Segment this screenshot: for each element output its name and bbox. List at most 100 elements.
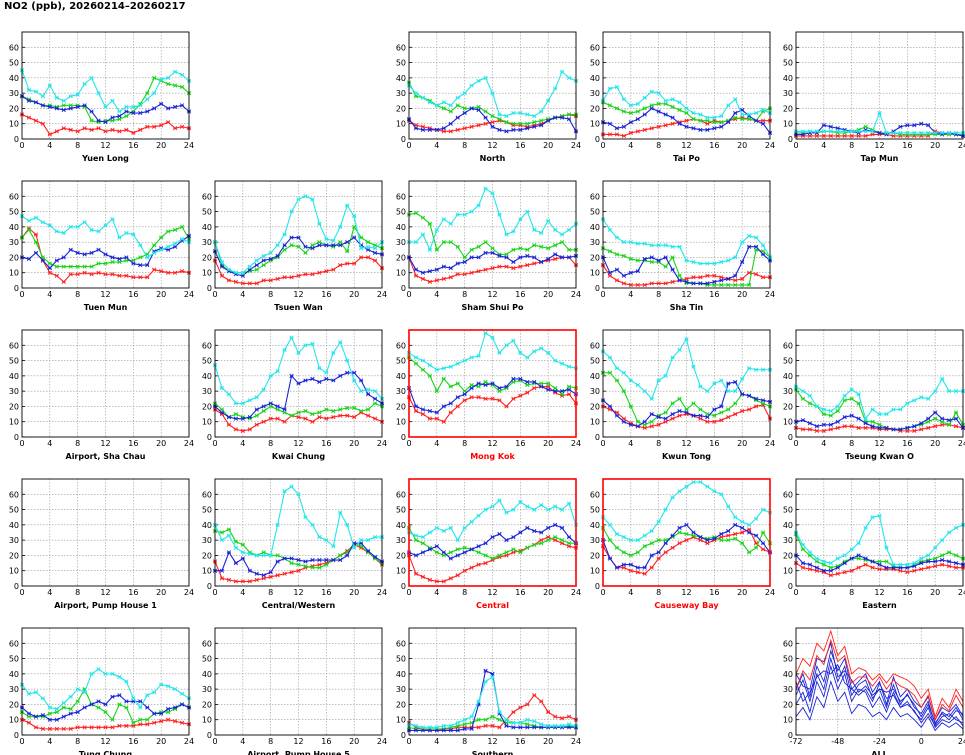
data-point — [863, 416, 868, 421]
data-point — [635, 419, 640, 424]
data-point — [946, 530, 952, 535]
data-point — [40, 713, 45, 718]
data-point — [483, 121, 488, 126]
data-point — [525, 382, 530, 388]
y-tick-label: 30 — [202, 536, 212, 545]
x-tick-label: 12 — [487, 588, 497, 597]
y-tick-label: 40 — [590, 372, 600, 381]
y-tick-label: 0 — [401, 284, 406, 293]
data-point — [511, 550, 516, 555]
data-point — [525, 545, 530, 550]
data-point — [448, 364, 453, 369]
data-point — [124, 723, 129, 728]
data-point — [712, 536, 717, 541]
y-tick-label: 20 — [9, 700, 19, 709]
data-point — [607, 103, 613, 108]
data-point — [483, 717, 488, 722]
data-point — [821, 133, 826, 139]
data-point — [553, 86, 558, 91]
data-point — [870, 419, 875, 424]
data-point — [490, 396, 495, 401]
y-tick-label: 30 — [783, 536, 793, 545]
data-point — [691, 259, 696, 265]
data-point — [47, 705, 52, 710]
data-point — [483, 541, 488, 546]
data-point — [490, 250, 495, 255]
data-point — [518, 376, 523, 382]
data-point — [152, 267, 157, 272]
data-point — [607, 249, 613, 254]
y-tick-label: 40 — [202, 670, 212, 679]
data-point — [352, 224, 357, 229]
data-point — [828, 124, 833, 129]
data-point — [483, 267, 488, 272]
data-point — [607, 538, 613, 543]
y-tick-label: 50 — [396, 208, 406, 217]
data-point — [856, 129, 861, 134]
data-point — [926, 559, 931, 564]
data-point — [352, 261, 357, 266]
data-point — [628, 404, 633, 409]
data-point — [89, 118, 94, 123]
y-tick-label: 30 — [202, 387, 212, 396]
station-label: ALL — [871, 750, 887, 755]
data-point — [469, 209, 474, 214]
data-point — [663, 541, 668, 546]
data-point — [138, 243, 143, 248]
data-point — [670, 267, 675, 272]
y-tick-label: 60 — [396, 43, 406, 52]
data-point — [946, 559, 952, 564]
data-point — [753, 533, 759, 538]
x-tick-label: 12 — [681, 439, 691, 448]
data-point — [670, 495, 675, 500]
data-point — [317, 243, 322, 248]
data-point — [40, 696, 45, 701]
data-point — [338, 224, 343, 229]
data-point — [726, 528, 731, 534]
data-point — [324, 407, 329, 412]
y-tick-label: 30 — [396, 685, 406, 694]
data-point — [152, 243, 157, 248]
station-label: Airport, Pump House 1 — [54, 601, 157, 610]
data-point — [159, 711, 164, 716]
data-point — [338, 553, 343, 558]
data-point — [40, 121, 45, 126]
data-point — [712, 413, 717, 418]
data-point — [849, 568, 854, 573]
x-tick-label: 12 — [487, 290, 497, 299]
data-point — [863, 562, 868, 567]
data-point — [621, 109, 626, 114]
x-tick-label: 4 — [240, 737, 245, 746]
data-point — [89, 127, 94, 132]
data-point — [497, 253, 502, 259]
data-point — [670, 533, 675, 538]
data-point — [705, 541, 710, 546]
data-point — [483, 507, 488, 512]
data-point — [628, 568, 633, 573]
data-point — [614, 413, 620, 418]
y-tick-label: 0 — [788, 731, 793, 740]
data-point — [296, 273, 301, 278]
data-point — [172, 270, 178, 275]
data-point — [331, 544, 336, 549]
data-point — [359, 408, 364, 414]
data-point — [497, 127, 502, 132]
data-point — [117, 273, 122, 278]
data-point — [566, 117, 572, 122]
data-point — [607, 132, 613, 137]
data-point — [159, 247, 164, 252]
data-point — [455, 404, 460, 409]
data-point — [124, 273, 129, 278]
data-point — [532, 124, 537, 129]
data-point — [814, 129, 819, 134]
data-point — [870, 424, 875, 429]
data-point — [117, 117, 122, 122]
data-point — [504, 384, 509, 389]
data-point — [427, 127, 432, 132]
data-point — [747, 550, 752, 555]
data-point — [103, 261, 108, 266]
x-tick-label: 16 — [321, 588, 331, 597]
data-point — [898, 407, 903, 412]
data-point — [497, 117, 502, 122]
